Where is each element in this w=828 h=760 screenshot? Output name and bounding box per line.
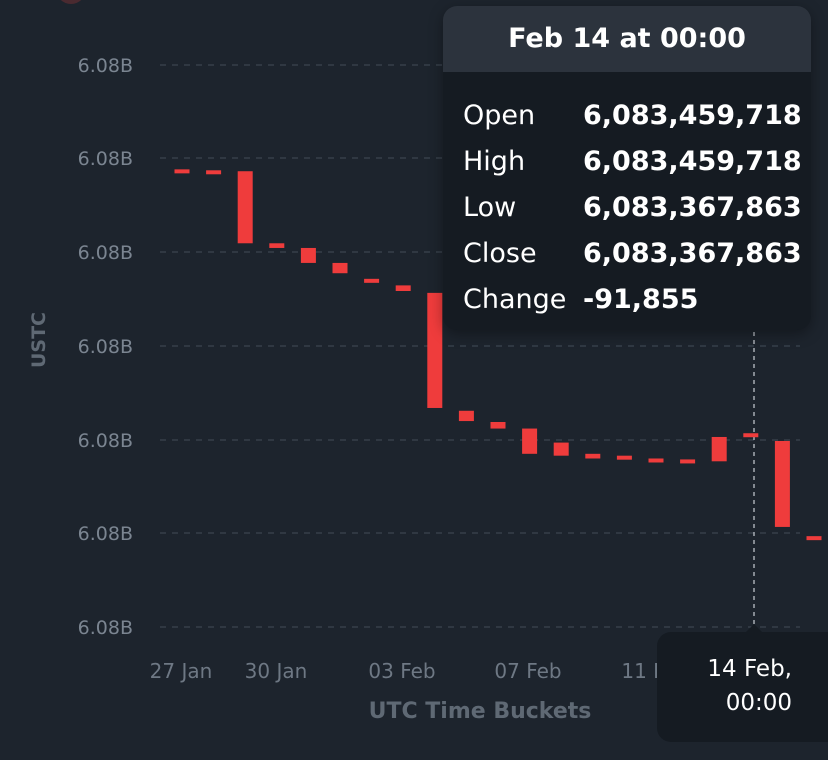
candle[interactable] [774,440,790,527]
tooltip-row: High 6,083,459,718 [443,138,811,184]
tooltip-row: Change -91,855 [443,276,811,322]
candle[interactable] [427,292,443,408]
y-tick-label: 6.08B [78,523,133,545]
crosshair-label-pointer [744,624,764,634]
y-tick-label: 6.08B [78,617,133,639]
candle[interactable] [269,243,285,248]
candles[interactable] [174,169,822,541]
tooltip-value: 6,083,367,863 [583,191,802,223]
tooltip-value: 6,083,367,863 [583,237,802,269]
tooltip-label: Open [463,99,536,131]
y-axis-title: USTC [28,312,50,368]
crosshair-label-time: 00:00 [725,690,792,716]
tooltip-label: Close [463,237,537,269]
tooltip-value: 6,083,459,718 [583,99,802,131]
candle[interactable] [743,433,759,438]
candle[interactable] [364,278,380,283]
candle[interactable] [332,262,348,274]
crosshair-x-label: 14 Feb, 00:00 [657,632,828,742]
candle[interactable] [648,458,664,463]
tooltip-label: Low [463,191,517,223]
candle[interactable] [585,453,601,459]
y-tick-label: 6.08B [78,336,133,358]
candle[interactable] [300,247,316,263]
y-tick-label: 6.08B [78,148,133,170]
x-tick-label: 30 Jan [245,659,308,683]
candle[interactable] [806,536,822,541]
x-tick-label: 07 Feb [494,659,561,683]
candle[interactable] [711,436,727,462]
tooltip-row: Low 6,083,367,863 [443,184,811,230]
y-tick-label: 6.08B [78,242,133,264]
candle[interactable] [395,285,411,291]
candle[interactable] [490,422,506,429]
tooltip-value: 6,083,459,718 [583,145,802,177]
candle[interactable] [553,442,569,456]
candle[interactable] [522,428,538,454]
tooltip-row: Close 6,083,367,863 [443,230,811,276]
crosshair-label-date: 14 Feb, [707,656,792,682]
x-tick-label: 27 Jan [150,659,213,683]
y-tick-label: 6.08B [78,55,133,77]
candle[interactable] [174,169,190,174]
ohlc-tooltip: Feb 14 at 00:00 Open 6,083,459,718 High 6,0… [443,6,811,330]
candle[interactable] [237,171,253,244]
tooltip-value: -91,855 [583,283,699,315]
x-tick-label: 03 Feb [368,659,435,683]
y-axis: 6.08B 6.08B 6.08B 6.08B 6.08B 6.08B 6.08B [78,55,133,639]
candle[interactable] [616,455,632,460]
y-tick-label: 6.08B [78,430,133,452]
tooltip-title: Feb 14 at 00:00 [443,6,811,72]
x-axis: 27 Jan 30 Jan 03 Feb 07 Feb 11 F [150,659,665,683]
x-axis-title: UTC Time Buckets [369,699,592,724]
tooltip-row: Open 6,083,459,718 [443,92,811,138]
candle[interactable] [458,410,474,422]
candle[interactable] [680,459,696,464]
tooltip-label: High [463,145,526,177]
series-marker [56,0,86,4]
candle[interactable] [206,170,222,175]
tooltip-label: Change [463,283,567,315]
